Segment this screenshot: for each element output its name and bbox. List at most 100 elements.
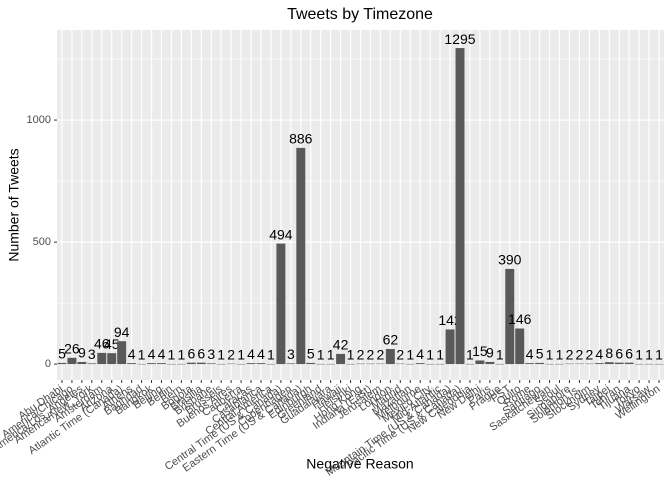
data-label: 6	[187, 345, 195, 361]
data-label: 1	[217, 347, 225, 363]
bar	[316, 363, 326, 365]
bar	[505, 268, 515, 365]
bar	[475, 360, 485, 365]
bar	[77, 361, 87, 365]
data-label: 9	[78, 345, 86, 361]
bar	[236, 363, 246, 365]
bar	[634, 363, 644, 365]
bar	[395, 363, 405, 365]
data-label: 94	[114, 324, 130, 340]
data-label: 6	[625, 345, 633, 361]
data-label: 62	[383, 332, 399, 348]
data-label: 2	[367, 346, 375, 362]
data-label: 2	[585, 346, 593, 362]
data-label: 1	[168, 347, 176, 363]
bar	[336, 353, 346, 365]
data-label: 2	[396, 346, 404, 362]
data-label: 5	[58, 346, 66, 362]
bar	[594, 363, 604, 365]
data-label: 45	[104, 336, 120, 352]
bar	[57, 362, 67, 365]
bar	[415, 363, 425, 365]
data-label: 2	[566, 346, 574, 362]
bar	[137, 363, 147, 365]
data-label: 4	[526, 346, 534, 362]
data-label: 4	[416, 346, 424, 362]
bar	[266, 363, 276, 365]
bar	[226, 363, 236, 365]
data-label: 146	[508, 311, 532, 327]
data-label: 2	[357, 346, 365, 362]
bar	[206, 363, 216, 365]
data-label: 3	[287, 346, 295, 362]
data-label: 9	[486, 345, 494, 361]
bar	[296, 147, 306, 365]
data-label: 1	[556, 347, 564, 363]
bar	[246, 363, 256, 365]
data-label: 42	[333, 337, 349, 353]
bar	[445, 329, 455, 365]
data-label: 2	[227, 346, 235, 362]
y-tick-label: 500	[33, 236, 51, 248]
bar	[485, 361, 495, 365]
data-label: 1	[436, 347, 444, 363]
bar	[545, 363, 555, 365]
data-label: 1	[177, 347, 185, 363]
bar	[455, 48, 465, 365]
bar	[157, 363, 166, 365]
bar	[525, 363, 535, 365]
data-label: 4	[158, 346, 166, 362]
bar	[375, 363, 385, 365]
bar	[584, 363, 594, 365]
bar	[286, 363, 296, 365]
data-label: 1	[655, 347, 663, 363]
data-label: 5	[536, 346, 544, 362]
bar	[495, 363, 505, 365]
bar	[186, 362, 196, 365]
bar	[614, 362, 624, 365]
chart-title: Tweets by Timezone	[287, 6, 433, 23]
grid	[57, 30, 664, 380]
bar	[256, 363, 266, 365]
data-label: 1	[347, 347, 355, 363]
bar	[465, 363, 475, 365]
data-label: 2	[576, 346, 584, 362]
data-label: 886	[289, 131, 313, 147]
data-label: 390	[498, 252, 522, 268]
y-tick-label: 1000	[27, 114, 51, 126]
data-label: 5	[307, 346, 315, 362]
bar	[654, 363, 664, 365]
data-label: 494	[269, 226, 293, 242]
data-label: 1	[406, 347, 414, 363]
bar	[176, 363, 186, 365]
bar	[425, 363, 435, 365]
data-label: 1	[645, 347, 653, 363]
data-label: 1	[635, 347, 643, 363]
data-label: 1	[237, 347, 245, 363]
bar	[604, 362, 614, 365]
bar	[306, 362, 316, 365]
data-label: 26	[64, 340, 80, 356]
data-label: 4	[128, 346, 136, 362]
bar	[107, 353, 117, 365]
bar	[117, 341, 127, 365]
bar	[385, 349, 395, 365]
bar	[276, 243, 286, 365]
bar	[564, 363, 574, 365]
data-label: 1	[267, 347, 275, 363]
y-axis-label: Number of Tweets	[6, 148, 22, 261]
bar	[356, 363, 365, 365]
data-label: 15	[472, 343, 488, 359]
data-label: 46	[94, 336, 110, 352]
bar	[515, 328, 525, 365]
bar	[644, 363, 654, 365]
data-label: 8	[605, 345, 613, 361]
data-label: 1	[546, 347, 554, 363]
bar	[555, 363, 564, 365]
bar	[127, 363, 137, 365]
data-label: 1295	[444, 31, 475, 47]
data-label: 2	[377, 346, 385, 362]
data-label: 1	[496, 347, 504, 363]
